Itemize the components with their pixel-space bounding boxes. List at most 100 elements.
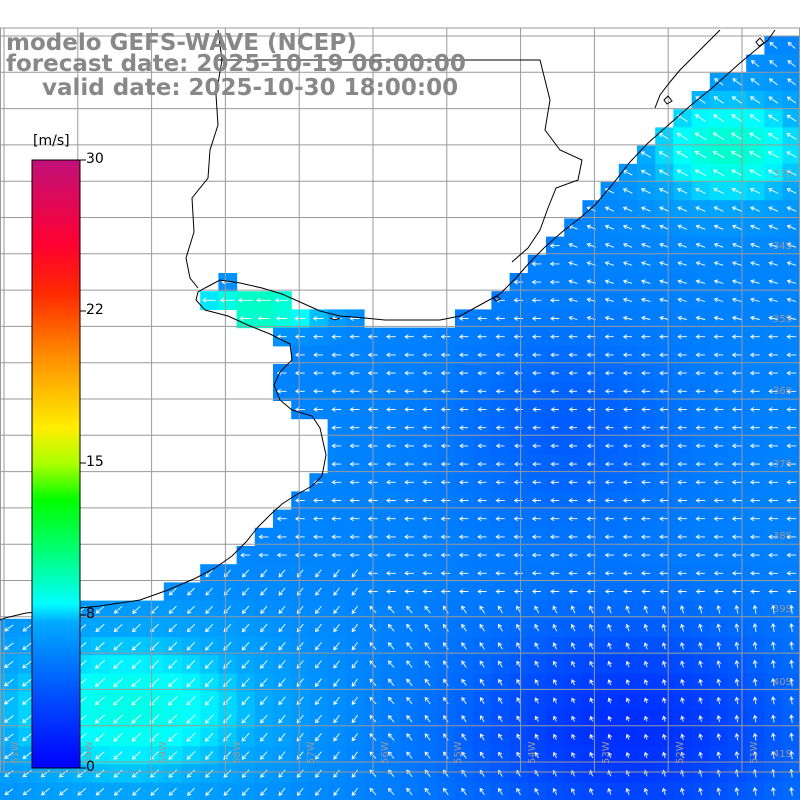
- wind-arrow: [677, 443, 687, 449]
- wind-arrow: [22, 624, 32, 632]
- wind-arrow: [713, 425, 724, 431]
- wind-arrow: [479, 623, 485, 632]
- wind-arrow: [113, 787, 123, 796]
- wind-arrow: [387, 787, 395, 796]
- wind-arrow: [516, 733, 521, 741]
- wind-arrow: [552, 642, 558, 650]
- longitude-labels: 61W 60W 59W 58W 57W 56W 55W 54W 53W 52W 51W: [10, 741, 760, 764]
- wind-arrow: [571, 697, 576, 704]
- wind-arrow: [205, 641, 214, 651]
- wind-arrow: [513, 589, 523, 594]
- wind-arrow: [698, 678, 703, 686]
- wind-arrow: [677, 279, 687, 284]
- wind-arrow: [422, 352, 433, 358]
- wind-speed-cell: [546, 782, 565, 800]
- wind-arrow: [658, 187, 670, 194]
- wind-arrow: [58, 769, 69, 778]
- wind-arrow: [661, 787, 667, 796]
- wind-arrow: [351, 587, 358, 596]
- wind-arrow: [498, 678, 503, 686]
- wind-arrow: [550, 334, 560, 340]
- wind-arrow: [770, 641, 776, 651]
- wind-arrow: [422, 425, 432, 431]
- wind-arrow: [659, 334, 669, 340]
- wind-arrow: [479, 605, 485, 614]
- wind-arrow: [406, 751, 413, 759]
- wind-arrow: [256, 297, 271, 303]
- wind-arrow: [516, 751, 521, 759]
- wind-arrow: [4, 751, 14, 759]
- wind-arrow: [351, 696, 358, 706]
- wind-arrow: [568, 370, 578, 376]
- wind-arrow: [568, 570, 578, 576]
- wind-arrow: [789, 696, 794, 705]
- lon-label: 56W: [380, 741, 391, 764]
- wind-arrow: [750, 224, 760, 230]
- wind-arrow: [769, 41, 778, 49]
- wind-arrow: [604, 388, 614, 394]
- wind-arrow: [767, 132, 779, 140]
- wind-speed-cell: [455, 782, 474, 800]
- wind-arrow: [294, 498, 305, 503]
- wind-arrow: [768, 388, 778, 394]
- wind-arrow: [695, 242, 706, 248]
- wind-arrow: [571, 660, 576, 668]
- wind-arrow: [749, 114, 761, 122]
- wind-arrow: [716, 641, 722, 650]
- wind-arrow: [768, 96, 779, 104]
- wind-arrow: [768, 552, 778, 558]
- wind-arrow: [731, 315, 742, 321]
- wind-arrow: [531, 534, 542, 540]
- wind-arrow: [589, 697, 594, 704]
- wind-arrow: [443, 715, 449, 723]
- wind-arrow: [461, 715, 467, 723]
- colorbar-tick-8: 8: [86, 606, 95, 622]
- wind-arrow: [749, 151, 761, 159]
- wind-arrow: [607, 733, 613, 740]
- wind-arrow: [498, 715, 503, 723]
- wind-arrow: [568, 261, 578, 266]
- wind-arrow: [422, 570, 433, 576]
- wind-arrow: [604, 242, 615, 248]
- wind-arrow: [205, 587, 213, 596]
- wind-arrow: [752, 787, 758, 796]
- lon-label: 58W: [232, 741, 243, 764]
- wind-arrow: [734, 659, 740, 668]
- wind-arrow: [205, 623, 214, 633]
- wind-speed-cell: [400, 782, 420, 800]
- wind-arrow: [768, 407, 778, 412]
- wind-arrow: [680, 641, 685, 650]
- wind-arrow: [349, 352, 360, 358]
- wind-arrow: [459, 388, 469, 394]
- wind-arrow: [532, 407, 541, 412]
- wind-arrow: [168, 677, 178, 688]
- wind-arrow: [422, 443, 432, 449]
- wind-arrow: [294, 352, 305, 358]
- wind-arrow: [789, 750, 794, 760]
- wind-arrow: [640, 242, 651, 248]
- wind-arrow: [641, 224, 651, 230]
- wind-arrow: [459, 443, 469, 449]
- wind-arrow: [349, 388, 360, 394]
- wind-arrow: [387, 623, 395, 632]
- wind-arrow: [786, 407, 797, 412]
- wind-arrow: [786, 516, 797, 522]
- wind-arrow: [604, 297, 615, 303]
- wind-arrow: [641, 461, 651, 467]
- wind-arrow: [186, 696, 196, 706]
- wind-arrow: [604, 552, 614, 558]
- wind-arrow: [406, 605, 413, 614]
- wind-arrow: [716, 678, 722, 686]
- wind-arrow: [294, 370, 305, 376]
- wind-arrow: [568, 589, 578, 594]
- wind-arrow: [750, 534, 760, 540]
- wind-arrow: [351, 733, 358, 742]
- wind-arrow: [750, 96, 761, 104]
- wind-arrow: [461, 751, 467, 759]
- wind-arrow: [749, 370, 760, 376]
- wind-arrow: [276, 534, 287, 540]
- wind-arrow: [4, 788, 14, 796]
- wind-arrow: [568, 534, 578, 540]
- wind-arrow: [532, 479, 541, 485]
- wind-arrow: [387, 751, 395, 759]
